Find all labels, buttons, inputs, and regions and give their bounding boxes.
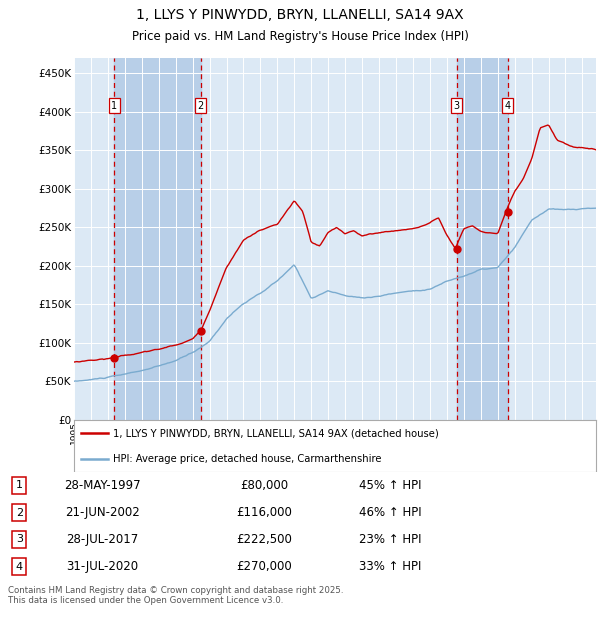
- Text: £80,000: £80,000: [240, 479, 288, 492]
- Text: 1, LLYS Y PINWYDD, BRYN, LLANELLI, SA14 9AX: 1, LLYS Y PINWYDD, BRYN, LLANELLI, SA14 …: [136, 8, 464, 22]
- Bar: [457, 58, 508, 420]
- Text: 4: 4: [16, 562, 23, 572]
- Bar: [115, 58, 200, 420]
- Text: 2: 2: [197, 101, 204, 111]
- Text: 31-JUL-2020: 31-JUL-2020: [66, 560, 138, 573]
- Text: 3: 3: [16, 534, 23, 544]
- Text: £116,000: £116,000: [236, 506, 292, 519]
- Text: 28-JUL-2017: 28-JUL-2017: [66, 533, 138, 546]
- Text: 1: 1: [16, 480, 23, 490]
- Text: 23% ↑ HPI: 23% ↑ HPI: [359, 533, 421, 546]
- Text: Price paid vs. HM Land Registry's House Price Index (HPI): Price paid vs. HM Land Registry's House …: [131, 30, 469, 43]
- Text: Contains HM Land Registry data © Crown copyright and database right 2025.
This d: Contains HM Land Registry data © Crown c…: [8, 586, 343, 605]
- Text: 45% ↑ HPI: 45% ↑ HPI: [359, 479, 421, 492]
- Text: 3: 3: [454, 101, 460, 111]
- Text: 1, LLYS Y PINWYDD, BRYN, LLANELLI, SA14 9AX (detached house): 1, LLYS Y PINWYDD, BRYN, LLANELLI, SA14 …: [113, 428, 439, 438]
- Text: £270,000: £270,000: [236, 560, 292, 573]
- Text: HPI: Average price, detached house, Carmarthenshire: HPI: Average price, detached house, Carm…: [113, 454, 382, 464]
- Text: 4: 4: [505, 101, 511, 111]
- Text: £222,500: £222,500: [236, 533, 292, 546]
- Text: 2: 2: [16, 508, 23, 518]
- Text: 46% ↑ HPI: 46% ↑ HPI: [359, 506, 421, 519]
- Text: 28-MAY-1997: 28-MAY-1997: [64, 479, 140, 492]
- Text: 1: 1: [111, 101, 118, 111]
- Text: 21-JUN-2002: 21-JUN-2002: [65, 506, 139, 519]
- Text: 33% ↑ HPI: 33% ↑ HPI: [359, 560, 421, 573]
